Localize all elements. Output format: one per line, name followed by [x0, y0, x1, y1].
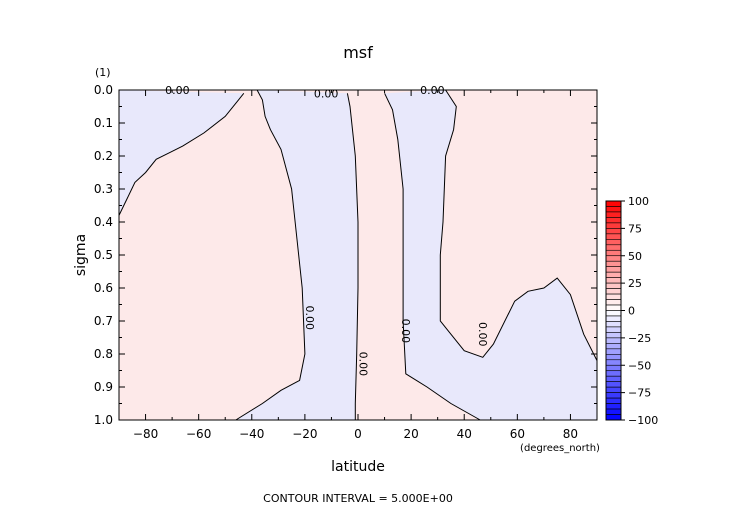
colorbar-swatch — [605, 293, 622, 300]
colorbar-swatch — [605, 315, 622, 322]
x-axis-ticks: −80 −60 −40 −20 0 20 40 60 80 — [118, 90, 598, 441]
colorbar-swatch — [605, 288, 622, 295]
colorbar-swatch — [605, 228, 622, 235]
x-tick-label: 20 — [403, 427, 418, 441]
colorbar-swatch — [605, 414, 622, 421]
negative-south-cell — [235, 90, 358, 420]
colorbar-label: −75 — [628, 387, 651, 400]
colorbar-swatch — [605, 233, 622, 240]
y-tick-label: 0.3 — [94, 182, 113, 196]
sign-regions — [119, 90, 597, 420]
colorbar-label: 25 — [628, 277, 642, 290]
contour-tropic-north-side — [118, 92, 245, 216]
x-tick-label: −80 — [133, 427, 158, 441]
colorbar-swatch — [605, 348, 622, 355]
contour-label: 0.00 — [303, 305, 316, 330]
x-tick-label: 0 — [354, 427, 362, 441]
negative-north-cell — [384, 90, 597, 420]
contour-label: 0.00 — [314, 87, 339, 100]
colorbar-swatch — [605, 381, 622, 388]
colorbar-swatch — [605, 397, 622, 404]
colorbar-swatch — [605, 403, 622, 410]
colorbar-label: −100 — [628, 414, 658, 427]
colorbar-swatch — [605, 211, 622, 218]
colorbar-swatch — [605, 282, 622, 289]
y-tick-label: 1.0 — [94, 413, 113, 427]
contour-south-cell-boundary-east — [346, 93, 359, 420]
colorbar-swatch — [605, 370, 622, 377]
y-tick-label: 0.9 — [94, 380, 113, 394]
y-tick-label: 0.1 — [94, 116, 113, 130]
contour-interval-text: CONTOUR INTERVAL = 5.000E+00 — [263, 492, 453, 505]
colorbar-swatch — [605, 304, 622, 311]
colorbar-swatch — [605, 310, 622, 317]
colorbar-swatch — [605, 255, 622, 262]
y-tick-label: 0.7 — [94, 314, 113, 328]
colorbar-swatch — [605, 353, 622, 361]
y-axis-label: sigma — [73, 234, 89, 276]
contour-label: 0.00 — [399, 319, 412, 344]
colorbar-swatch — [605, 206, 622, 213]
colorbar-swatch — [605, 217, 622, 224]
colorbar-swatch — [605, 326, 622, 333]
chart-title: msf — [343, 43, 373, 62]
colorbar-swatch — [605, 375, 622, 382]
contour-label: 0.00 — [356, 352, 369, 377]
x-tick-label: 60 — [510, 427, 525, 441]
colorbar: 100 75 50 25 0 −25 −50 −75 −100 — [605, 195, 658, 427]
x-tick-label: −20 — [292, 427, 317, 441]
colorbar-swatch — [605, 337, 622, 344]
y-tick-label: 0.2 — [94, 149, 113, 163]
x-axis-label: latitude — [331, 459, 385, 475]
colorbar-swatch — [605, 277, 622, 284]
colorbar-swatch — [605, 249, 622, 257]
colorbar-swatch — [605, 343, 622, 350]
colorbar-swatch — [605, 359, 622, 366]
colorbar-swatch — [605, 244, 622, 251]
x-tick-label: −60 — [186, 427, 211, 441]
y-tick-label: 0.0 — [94, 83, 113, 97]
y-tick-label: 0.4 — [94, 215, 113, 229]
colorbar-swatch — [605, 321, 622, 328]
contour-label: 0.00 — [476, 322, 489, 347]
colorbar-label: −25 — [628, 332, 651, 345]
colorbar-swatch — [605, 266, 622, 273]
y-tick-label: 0.5 — [94, 248, 113, 262]
colorbar-swatch — [605, 332, 622, 339]
x-axis-units: (degrees_north) — [520, 443, 600, 454]
colorbar-swatch — [605, 260, 622, 268]
colorbar-swatch — [605, 200, 622, 207]
y-tick-label: 0.8 — [94, 347, 113, 361]
colorbar-swatch — [605, 408, 622, 415]
contour-north-cell-boundary-west — [384, 93, 481, 421]
zero-contours — [118, 89, 598, 421]
contour-north-cell-boundary-east — [439, 89, 598, 361]
x-tick-label: 40 — [457, 427, 472, 441]
colorbar-label: 0 — [628, 305, 635, 318]
colorbar-swatch — [605, 239, 622, 246]
colorbar-swatch — [605, 222, 622, 229]
colorbar-label: 50 — [628, 250, 642, 263]
colorbar-swatch — [605, 386, 622, 393]
colorbar-swatch — [605, 392, 622, 399]
contour-label-group: 0.00 — [399, 319, 412, 344]
colorbar-label: −50 — [628, 359, 651, 372]
chart-units: (1) — [95, 66, 111, 79]
contour-label-group: 0.00 — [476, 322, 489, 347]
colorbar-swatch — [605, 299, 622, 306]
negative-southern-polar — [119, 90, 244, 216]
contour-label-group: 0.00 — [303, 305, 316, 330]
x-tick-label: 80 — [563, 427, 578, 441]
colorbar-label: 75 — [628, 222, 642, 235]
contour-label-group: 0.00 — [356, 352, 369, 377]
y-tick-label: 0.6 — [94, 281, 113, 295]
colorbar-swatch — [605, 364, 622, 372]
colorbar-swatch — [605, 271, 622, 278]
contour-label-group: 0.00 — [314, 87, 339, 100]
colorbar-label: 100 — [628, 195, 649, 208]
y-axis-ticks: 0.0 0.1 0.2 0.3 0.4 0.5 0.6 0.7 0.8 0.9 1.0 — [94, 83, 597, 427]
contour-south-cell-boundary-west — [235, 89, 306, 421]
x-tick-label: −40 — [239, 427, 264, 441]
